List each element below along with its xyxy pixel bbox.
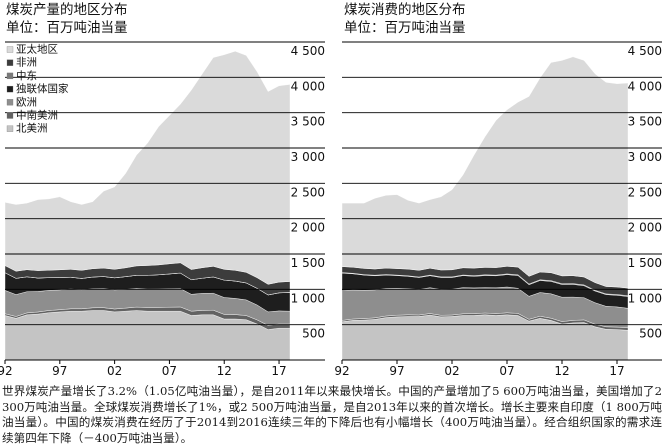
production-chart-unit: 单位：百万吨油当量 (6, 20, 128, 36)
production-area-6 (4, 50, 291, 285)
consumption-ytick-label: 4 500 (628, 44, 662, 58)
production-ytick-label: 2 500 (291, 185, 325, 199)
consumption-plot-area: 500 1 000 1 500 2 000 2 500 3 000 3 500 4 000 4 … (334, 41, 662, 378)
legend-swatch (6, 99, 14, 106)
legend-swatch (6, 59, 14, 66)
consumption-xtick-label: 97 (389, 364, 404, 378)
legend-label: 亚太地区 (16, 43, 58, 56)
production-xtick-label: 97 (52, 364, 67, 378)
production-ytick-label: 4 500 (291, 44, 325, 58)
legend-label: 非洲 (16, 57, 37, 69)
production-chart-panel: 煤炭产量的地区分布 单位：百万吨油当量 500 1 000 1 500 2 000 2 … (0, 2, 325, 378)
caption-text: 世界煤炭产量增长了3.2%（1.05亿吨油当量），是自2011年以来最快增长。中… (2, 384, 662, 445)
production-ytick-label: 3 000 (291, 150, 325, 164)
production-ytick-label: 3 500 (291, 115, 325, 129)
consumption-ytick-label: 3 500 (628, 115, 662, 129)
coal-charts: 煤炭产量的地区分布 单位：百万吨油当量 500 1 000 1 500 2 000 2 … (0, 2, 662, 378)
consumption-ytick-label: 500 (639, 327, 662, 341)
legend-label: 独联体国家 (16, 82, 69, 95)
legend-swatch (6, 85, 14, 93)
consumption-chart-title: 煤炭消费的地区分布 (344, 2, 466, 18)
consumption-ytick-label: 4 000 (628, 79, 662, 93)
legend-label: 欧洲 (16, 96, 37, 108)
production-xtick-label: 02 (107, 364, 122, 378)
legend-swatch (6, 125, 14, 132)
consumption-xtick-label: 17 (609, 364, 624, 378)
legend-label: 中东 (16, 69, 37, 82)
production-ytick-label: 2 000 (291, 221, 325, 235)
consumption-ytick-label: 1 500 (628, 256, 662, 270)
production-ytick-label: 1 500 (291, 256, 325, 270)
legend-swatch (6, 72, 14, 80)
legend-label: 中南美洲 (16, 109, 58, 122)
production-ytick-label: 1 000 (291, 291, 325, 305)
consumption-ytick-label: 2 000 (628, 221, 662, 235)
production-xtick-label: 92 (0, 364, 13, 378)
production-ytick-label: 4 000 (291, 79, 325, 93)
production-xtick-label: 17 (271, 364, 286, 378)
consumption-xtick-label: 92 (334, 364, 349, 378)
production-ytick-label: 500 (302, 327, 325, 341)
consumption-xtick-label: 07 (499, 364, 514, 378)
legend-swatch (6, 112, 14, 119)
legend-swatch (6, 46, 14, 53)
production-xtick-label: 12 (217, 364, 232, 378)
consumption-ytick-label: 3 000 (628, 150, 662, 164)
legend-label: 北美洲 (16, 122, 48, 135)
consumption-chart-unit: 单位：百万吨油当量 (344, 20, 466, 36)
consumption-ytick-label: 2 500 (628, 185, 662, 199)
consumption-ytick-label: 1 000 (628, 291, 662, 305)
production-chart-title: 煤炭产量的地区分布 (6, 2, 128, 18)
production-xtick-label: 07 (162, 364, 177, 378)
production-plot-area: 500 1 000 1 500 2 000 2 500 3 000 3 500 4 000 4 … (0, 41, 325, 378)
consumption-area-6 (341, 56, 629, 289)
consumption-xtick-label: 12 (554, 364, 569, 378)
consumption-chart-panel: 煤炭消费的地区分布 单位：百万吨油当量 500 1 000 1 500 2 000 2 … (334, 2, 662, 378)
consumption-xtick-label: 02 (444, 364, 459, 378)
